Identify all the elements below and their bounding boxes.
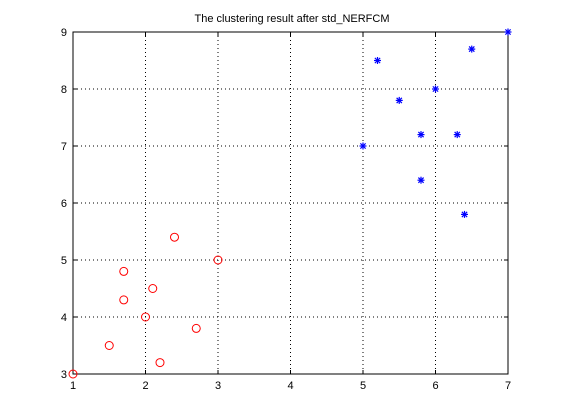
y-tick-label: 6 bbox=[61, 198, 67, 210]
y-axis-tick-labels: 3 4 5 6 7 8 9 bbox=[61, 27, 67, 381]
circle-point bbox=[155, 358, 165, 368]
grid-lines bbox=[73, 32, 508, 374]
x-tick-label: 6 bbox=[432, 380, 438, 392]
y-tick-label: 5 bbox=[61, 255, 67, 267]
y-tick-label: 9 bbox=[61, 27, 67, 39]
x-tick-label: 1 bbox=[70, 380, 76, 392]
asterisk-point bbox=[374, 57, 381, 64]
circle-point bbox=[68, 369, 78, 379]
asterisk-point bbox=[417, 131, 425, 139]
x-tick-label: 5 bbox=[360, 380, 366, 392]
asterisk-point bbox=[417, 176, 425, 184]
x-tick-label: 3 bbox=[215, 380, 221, 392]
circle-point bbox=[119, 266, 129, 276]
circle-point bbox=[148, 284, 158, 293]
circle-point bbox=[213, 255, 223, 265]
asterisk-point bbox=[468, 45, 476, 53]
x-tick-label: 2 bbox=[142, 380, 148, 392]
circle-point bbox=[191, 323, 201, 333]
circle-point bbox=[104, 341, 114, 350]
y-tick-label: 8 bbox=[61, 84, 67, 96]
axis-ticks bbox=[72, 31, 509, 375]
chart-title: The clustering result after std_NERFCM bbox=[194, 13, 389, 25]
asterisk-point bbox=[453, 131, 461, 139]
asterisk-point bbox=[395, 96, 403, 104]
asterisk-point bbox=[359, 142, 367, 150]
x-axis-tick-labels: 1 2 3 4 5 6 7 bbox=[70, 380, 511, 392]
x-tick-label: 4 bbox=[287, 380, 293, 392]
y-tick-label: 7 bbox=[61, 141, 67, 153]
y-tick-label: 3 bbox=[61, 369, 67, 381]
circle-point bbox=[119, 295, 129, 305]
y-tick-label: 4 bbox=[61, 312, 67, 324]
x-tick-label: 7 bbox=[505, 380, 511, 392]
asterisk-point bbox=[432, 85, 439, 93]
circle-point bbox=[170, 232, 179, 242]
asterisk-point bbox=[504, 28, 512, 36]
asterisk-point bbox=[461, 210, 468, 218]
data-points bbox=[68, 28, 512, 379]
circle-point bbox=[141, 312, 150, 322]
